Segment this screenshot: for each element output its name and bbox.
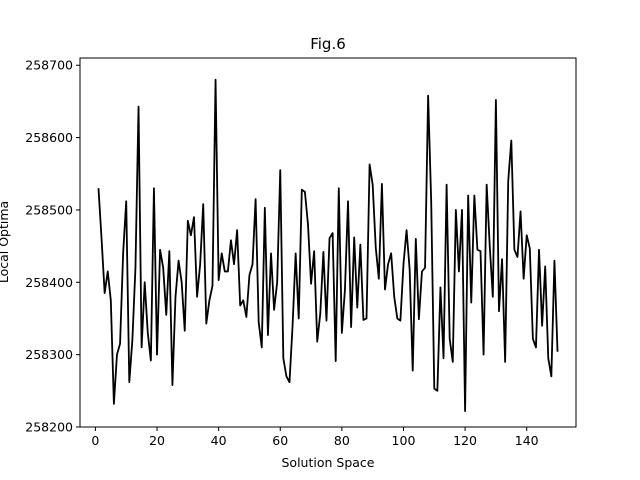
y-tick-label: 258300 [25, 347, 73, 362]
x-axis-label: Solution Space [282, 455, 375, 470]
y-tick-label: 258600 [25, 130, 73, 145]
x-tick-label: 0 [91, 433, 99, 448]
y-tick-label: 258700 [25, 58, 73, 73]
plot-frame [79, 57, 577, 428]
y-tick-label: 258500 [25, 202, 73, 217]
x-tick-label: 100 [392, 433, 416, 448]
series-line [97, 78, 559, 412]
y-tick-label: 258200 [25, 420, 73, 435]
plot-area [79, 57, 577, 428]
x-axis: 0 20 40 60 80 100 120 140 [91, 427, 539, 448]
x-tick-label: 60 [272, 433, 288, 448]
y-tick-label: 258400 [25, 275, 73, 290]
y-axis: 258200 258300 258400 258500 258600 258700 [25, 58, 80, 435]
x-tick-label: 120 [453, 433, 477, 448]
y-axis-label: Local Optima [0, 201, 11, 283]
x-tick-label: 140 [515, 433, 539, 448]
chart-title: Fig.6 [310, 35, 346, 53]
x-tick-label: 40 [211, 433, 227, 448]
x-tick-label: 80 [334, 433, 350, 448]
x-tick-label: 20 [149, 433, 165, 448]
